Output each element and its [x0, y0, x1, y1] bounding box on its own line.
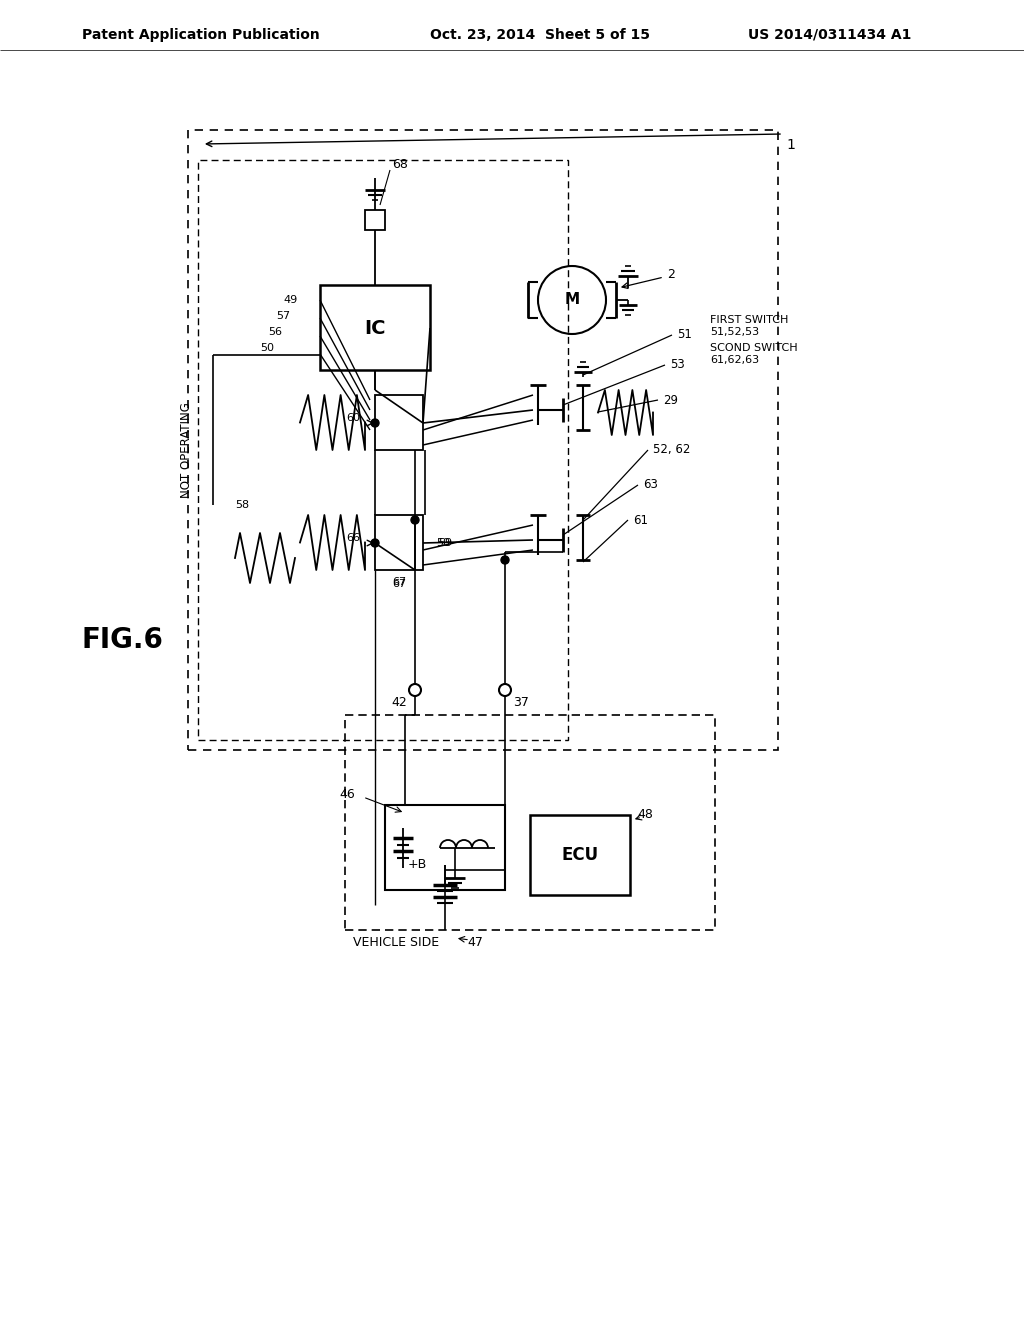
Text: 59: 59	[436, 539, 451, 548]
Text: 49: 49	[284, 294, 298, 305]
Text: 67: 67	[392, 577, 407, 587]
Text: 52, 62: 52, 62	[653, 444, 690, 457]
Circle shape	[411, 516, 419, 524]
Bar	[345, 715, 715, 931]
Text: NOT OPERATING: NOT OPERATING	[179, 403, 193, 498]
Text: 60: 60	[346, 413, 360, 422]
Bar	[365, 210, 385, 230]
Text: 48: 48	[637, 808, 653, 821]
Text: FIG.6: FIG.6	[82, 626, 164, 653]
Text: SCOND SWITCH: SCOND SWITCH	[710, 343, 798, 352]
Text: M: M	[564, 293, 580, 308]
Circle shape	[371, 539, 379, 546]
Text: 67: 67	[392, 579, 407, 589]
Text: 57: 57	[275, 312, 290, 321]
Bar	[530, 814, 630, 895]
Text: 47: 47	[467, 936, 483, 949]
Text: 66: 66	[346, 533, 360, 543]
Text: Patent Application Publication: Patent Application Publication	[82, 28, 319, 42]
Text: ECU: ECU	[561, 846, 599, 865]
Circle shape	[501, 556, 509, 564]
Text: 59: 59	[438, 539, 453, 548]
Text: Oct. 23, 2014  Sheet 5 of 15: Oct. 23, 2014 Sheet 5 of 15	[430, 28, 650, 42]
Text: IC: IC	[365, 318, 386, 338]
Text: VEHICLE SIDE: VEHICLE SIDE	[353, 936, 439, 949]
Text: 46: 46	[339, 788, 355, 801]
Text: 61,62,63: 61,62,63	[710, 355, 759, 366]
Text: 63: 63	[643, 479, 657, 491]
Bar	[198, 160, 568, 741]
Bar	[385, 805, 505, 890]
Text: 51: 51	[677, 329, 692, 342]
Bar	[375, 515, 423, 570]
Text: 51,52,53: 51,52,53	[710, 327, 759, 337]
Text: 58: 58	[234, 500, 249, 510]
Text: 68: 68	[392, 158, 408, 172]
Text: 53: 53	[670, 359, 685, 371]
Text: US 2014/0311434 A1: US 2014/0311434 A1	[748, 28, 911, 42]
Bar	[375, 395, 423, 450]
Text: 61: 61	[633, 513, 648, 527]
Text: 2: 2	[667, 268, 675, 281]
Bar	[319, 285, 430, 370]
Text: 50: 50	[260, 343, 274, 352]
Text: +B: +B	[408, 858, 427, 871]
Circle shape	[371, 418, 379, 426]
Text: FIRST SWITCH: FIRST SWITCH	[710, 315, 788, 325]
Text: 37: 37	[513, 697, 528, 710]
Bar	[188, 129, 778, 750]
Text: 1: 1	[786, 139, 795, 152]
Text: 42: 42	[391, 697, 407, 710]
Text: 29: 29	[663, 393, 678, 407]
Text: 56: 56	[268, 327, 282, 337]
